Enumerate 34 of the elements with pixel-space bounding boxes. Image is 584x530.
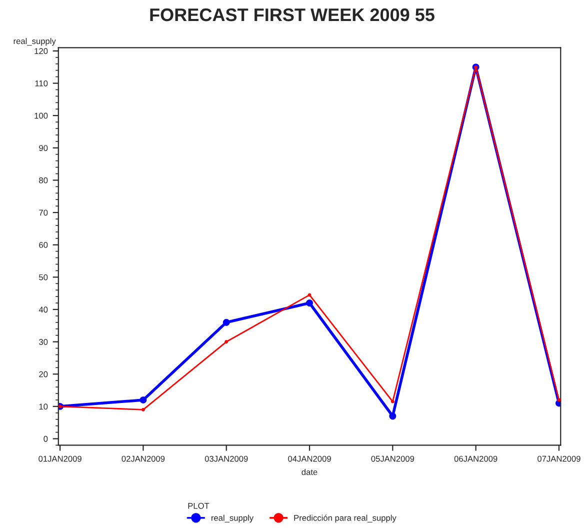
x-tick-label: 01JAN2009 — [38, 456, 82, 462]
point — [141, 408, 145, 412]
point — [389, 412, 396, 420]
legend-title: PLOT — [188, 502, 210, 509]
y-tick-label: 120 — [34, 48, 48, 54]
point — [306, 300, 313, 306]
y-tick-label: 80 — [39, 177, 48, 184]
x-tick-label: 07JAN2009 — [538, 456, 580, 462]
y-tick-label: 10 — [39, 404, 48, 410]
y-tick-label: 50 — [39, 274, 48, 280]
point — [308, 293, 312, 297]
chart-title: FORECAST FIRST WEEK 2009 55 — [150, 8, 434, 22]
y-tick-label: 20 — [39, 371, 48, 378]
y-tick-label: 30 — [39, 338, 48, 345]
x-tick-label: 05JAN2009 — [371, 456, 414, 462]
legend-label: Predicción para real_supply — [294, 514, 396, 522]
point — [390, 400, 394, 404]
y-tick-label: 60 — [39, 242, 48, 248]
x-tick-label: 04JAN2009 — [288, 456, 331, 462]
x-axis-title: date — [302, 468, 318, 476]
point — [140, 396, 147, 404]
point — [222, 318, 230, 326]
y-tick-label: 0 — [44, 436, 48, 442]
x-tick-label: 02JAN2009 — [122, 456, 165, 462]
y-tick-label: 110 — [35, 80, 48, 86]
x-tick-label: 06JAN2009 — [454, 456, 498, 462]
y-tick-label: 70 — [39, 210, 48, 216]
point — [224, 340, 228, 344]
y-axis-title: real_supply — [14, 38, 56, 46]
x-tick-label: 03JAN2009 — [204, 456, 248, 462]
y-tick-label: 40 — [38, 306, 48, 313]
y-tick-label: 100 — [34, 112, 48, 119]
y-tick-label: 90 — [39, 145, 48, 151]
legend-label: real_supply — [211, 514, 254, 522]
